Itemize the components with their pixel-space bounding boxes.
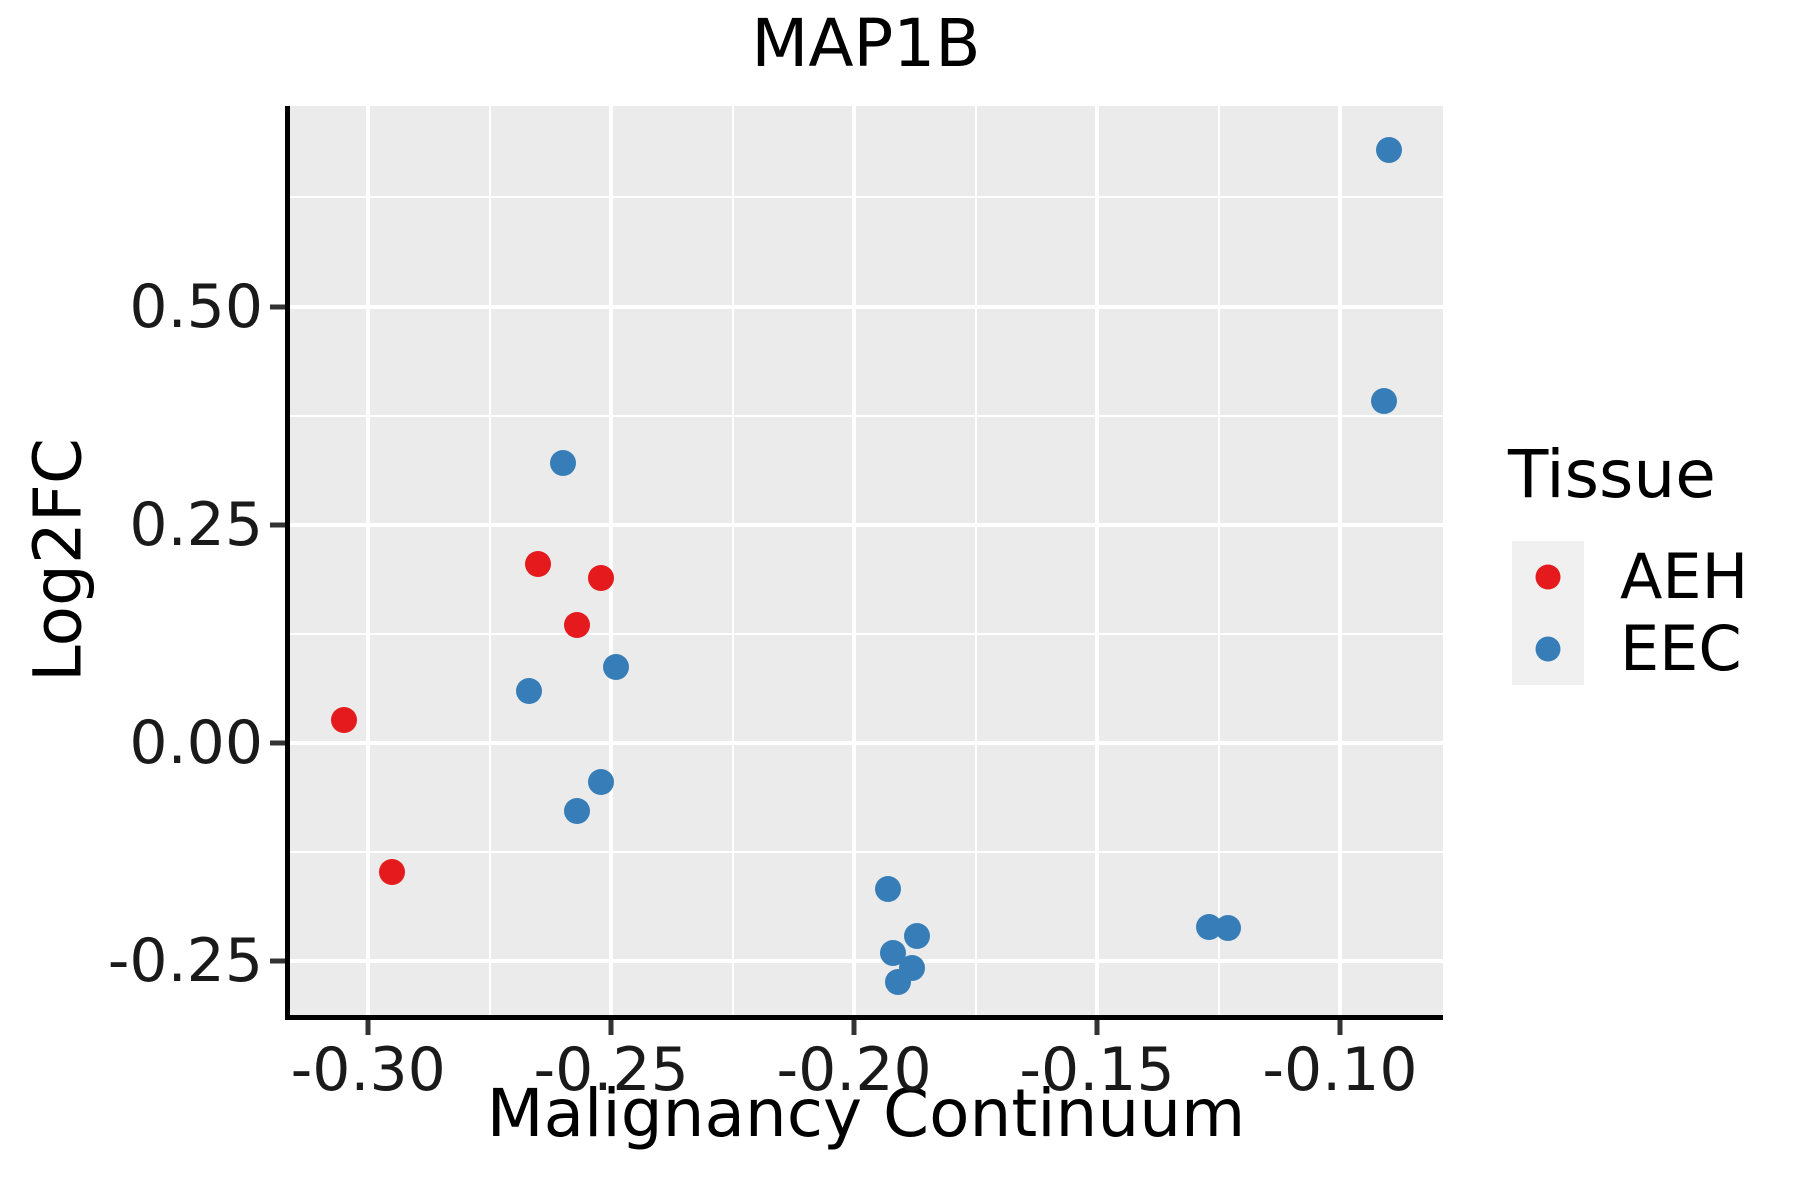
legend-title: Tissue [1508, 436, 1716, 513]
x-major-gridline [1095, 106, 1100, 1015]
data-point-eec [904, 922, 931, 949]
x-major-gridline [366, 106, 371, 1015]
plot-panel [289, 106, 1443, 1015]
y-tick-label: 0.00 [129, 707, 263, 778]
data-point-eec [1370, 387, 1397, 414]
y-axis-line [285, 106, 290, 1020]
data-point-eec [1215, 915, 1242, 942]
y-major-gridline [289, 959, 1443, 964]
data-point-aeh [564, 612, 591, 639]
y-minor-gridline [289, 196, 1443, 199]
x-minor-gridline [1217, 106, 1220, 1015]
data-point-aeh [588, 565, 615, 591]
x-tick-mark [365, 1020, 371, 1035]
data-point-eec [515, 677, 542, 704]
legend-key-eec [1512, 613, 1584, 685]
data-point-eec [875, 875, 902, 902]
y-tick-mark [270, 522, 285, 528]
x-tick-label: -0.20 [776, 1035, 932, 1105]
y-tick-mark [270, 958, 285, 964]
x-axis-line [285, 1015, 1443, 1020]
y-axis-title: Log2FC [19, 438, 97, 682]
y-tick-mark [270, 740, 285, 746]
x-tick-mark [851, 1020, 857, 1035]
y-major-gridline [289, 522, 1443, 527]
y-tick-mark [270, 304, 285, 310]
x-major-gridline [852, 106, 857, 1015]
legend-key-aeh [1512, 541, 1584, 613]
x-axis-title: Malignancy Continuum [486, 1075, 1246, 1152]
data-point-aeh [379, 859, 406, 886]
x-minor-gridline [488, 106, 491, 1015]
data-point-eec [588, 769, 615, 796]
x-minor-gridline [974, 106, 977, 1015]
data-point-aeh [525, 551, 552, 578]
x-tick-mark [1337, 1020, 1343, 1035]
x-tick-label: -0.25 [533, 1035, 689, 1105]
legend-dot-aeh [1535, 564, 1561, 590]
x-tick-label: -0.15 [1019, 1035, 1175, 1105]
y-minor-gridline [289, 632, 1443, 635]
x-tick-mark [1094, 1020, 1100, 1035]
data-point-eec [603, 654, 629, 681]
x-major-gridline [609, 106, 614, 1015]
data-point-eec [1375, 137, 1402, 164]
y-minor-gridline [289, 851, 1443, 854]
legend-label-aeh: AEH [1620, 540, 1749, 613]
plot-title: MAP1B [751, 5, 981, 82]
y-tick-label: 0.25 [129, 489, 263, 560]
data-point-aeh [330, 707, 357, 734]
x-tick-mark [608, 1020, 614, 1035]
x-major-gridline [1337, 106, 1342, 1015]
data-point-eec [564, 798, 591, 825]
data-point-eec [884, 969, 911, 996]
data-point-eec [549, 449, 576, 476]
y-major-gridline [289, 304, 1443, 309]
y-minor-gridline [289, 414, 1443, 417]
legend-label-eec: EEC [1620, 612, 1742, 685]
x-minor-gridline [731, 106, 734, 1015]
x-tick-label: -0.10 [1262, 1035, 1418, 1105]
y-tick-label: 0.50 [129, 271, 263, 342]
x-tick-label: -0.30 [290, 1035, 446, 1105]
y-tick-label: -0.25 [107, 926, 263, 997]
legend-dot-eec [1535, 636, 1561, 662]
y-major-gridline [289, 740, 1443, 745]
